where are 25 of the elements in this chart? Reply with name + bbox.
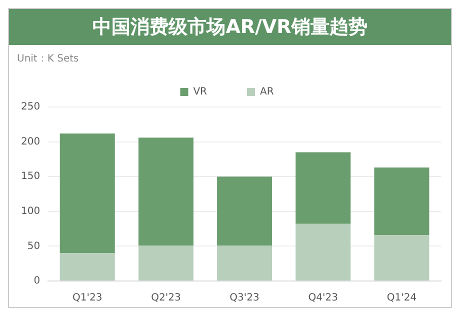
legend-label: AR [260, 86, 274, 98]
bar [138, 138, 194, 246]
y-tick-label: 250 [20, 102, 40, 113]
bar [217, 246, 272, 280]
x-tick-label: Q1'23 [72, 292, 102, 304]
bar [296, 152, 351, 224]
bar [60, 133, 115, 254]
y-tick-label: 50 [27, 240, 40, 252]
text: Unit：K Sets [17, 54, 79, 65]
bar [138, 246, 194, 280]
bar [374, 168, 430, 236]
x-tick-label: Q4'23 [308, 292, 338, 304]
y-tick-label: 0 [34, 276, 40, 287]
x-tick-label: Q3'23 [230, 292, 260, 304]
y-tick-label: 150 [20, 171, 40, 182]
bar [296, 224, 351, 280]
x-tick-label: Q1'24 [386, 292, 417, 304]
chart-title: 中国消费级市场AR/VR销量趋势 [9, 9, 451, 45]
bar [217, 176, 272, 246]
bar [374, 235, 430, 280]
y-tick-label: 100 [20, 206, 40, 217]
x-tick-label: Q2'23 [151, 292, 181, 304]
legend-label: VR [193, 86, 208, 98]
y-tick-label: 200 [20, 136, 40, 148]
bar [60, 253, 115, 280]
